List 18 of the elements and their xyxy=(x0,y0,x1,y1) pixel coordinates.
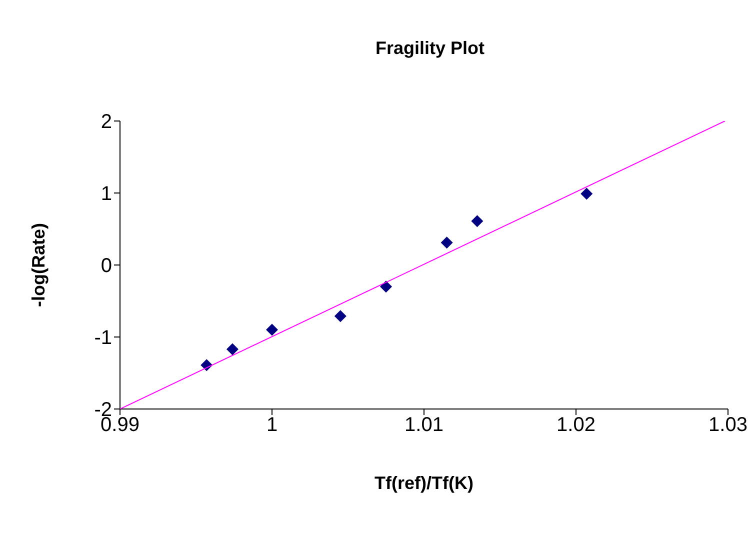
point xyxy=(266,324,278,336)
x-tick-label: 1.02 xyxy=(556,414,596,436)
y-axis-title: -log(Rate) xyxy=(28,223,48,307)
point xyxy=(580,188,593,200)
y-tick-label: -1 xyxy=(94,327,112,350)
x-tick-label: 1 xyxy=(266,414,278,436)
y-tick-label: 1 xyxy=(100,183,112,206)
point xyxy=(226,343,238,356)
x-axis-title: Tf(ref)/Tf(K) xyxy=(374,473,474,493)
point xyxy=(380,280,392,293)
chart-title: Fragility Plot xyxy=(374,38,486,59)
y-tick-label: 0 xyxy=(100,255,112,278)
point xyxy=(471,215,484,228)
x-tick-label: 1.03 xyxy=(708,414,748,436)
point xyxy=(334,310,346,322)
x-tick-label: 1.01 xyxy=(404,414,444,436)
point xyxy=(440,236,453,249)
y-tick-label: 2 xyxy=(100,111,112,134)
